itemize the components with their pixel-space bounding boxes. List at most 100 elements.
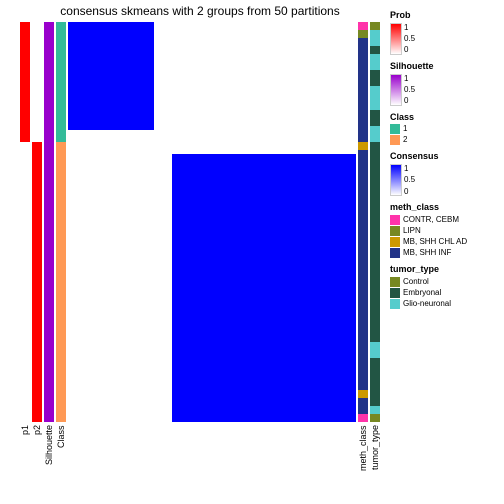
ann-segment [370,70,380,86]
ann-segment [370,126,380,142]
col-silhouette [44,22,54,422]
gradient-tick: 1 [404,164,408,174]
heatmap-block [172,154,356,422]
ann-segment [20,142,30,422]
legend-label: CONTR, CEBM [403,215,459,224]
swatch [390,124,400,134]
ann-segment [370,22,380,30]
legend-title: tumor_type [390,264,500,275]
gradient-tick: 0 [404,187,408,197]
label-tumor-type: tumor_type [370,425,380,485]
col-tumor-type [370,22,380,422]
legend-title: Prob [390,10,500,21]
label-p1: p1 [20,425,30,485]
legend-label: 1 [403,125,407,134]
legend-item: 1 [390,124,500,134]
legend-item: Embryonal [390,288,500,298]
gradient-tick: 0.5 [404,85,415,95]
gradient-tick: 0 [404,96,408,106]
legend-item: Control [390,277,500,287]
swatch [390,226,400,236]
gradient-bar [390,23,402,55]
legend-title: Consensus [390,151,500,162]
heatmap-block [68,22,154,130]
gradient-bar [390,74,402,106]
ann-segment [370,358,380,406]
ann-segment [370,110,380,126]
legend-label: LIPN [403,226,421,235]
label-silhouette: Silhouette [44,425,54,485]
swatch [390,135,400,145]
legend-label: MB, SHH INF [403,248,451,257]
heatmap [68,22,356,422]
legend-item: LIPN [390,226,500,236]
ann-segment [358,22,368,30]
ann-segment [370,30,380,46]
gradient-tick: 1 [404,74,408,84]
legend-area: Prob00.51Silhouette00.51Class12Consensus… [390,10,500,315]
legend-item: MB, SHH CHL AD [390,237,500,247]
plot-title: consensus skmeans with 2 groups from 50 … [20,4,380,18]
swatch [390,299,400,309]
gradient-bar [390,164,402,196]
legend-item: 2 [390,135,500,145]
ann-segment [358,30,368,38]
ann-segment [370,342,380,358]
ann-segment [370,142,380,342]
gradient-tick: 0 [404,45,408,55]
col-p1 [20,22,30,422]
legend-item: Glio-neuronal [390,299,500,309]
legend-title: Silhouette [390,61,500,72]
ann-segment [370,406,380,414]
gradient-tick: 0.5 [404,34,415,44]
legend-consensus: Consensus 0 0.51 [390,151,500,196]
heatmap-block [154,154,171,422]
plot-area [20,22,380,422]
col-class [56,22,66,422]
ann-segment [358,142,368,150]
ann-segment [32,142,42,422]
ann-segment [56,142,66,422]
legend-item: MB, SHH INF [390,248,500,258]
ann-segment [370,414,380,422]
legend-label: Glio-neuronal [403,299,451,308]
ann-segment [358,398,368,414]
legend-label: Control [403,277,429,286]
swatch [390,288,400,298]
swatch [390,277,400,287]
ann-segment [56,22,66,142]
legend-silhouette: Silhouette 00.51 [390,61,500,106]
legend-item: CONTR, CEBM [390,215,500,225]
legend-class: Class 1 2 [390,112,500,146]
label-meth-class: meth_class [358,425,368,485]
swatch [390,215,400,225]
ann-segment [358,150,368,390]
heatmap-block [172,22,356,130]
heatmap-block [68,154,154,422]
gradient-tick: 1 [404,23,408,33]
ann-segment [370,54,380,70]
legend-tumor_type: tumor_type Control Embryonal Glio-neuronal [390,264,500,309]
ann-segment [370,86,380,110]
ann-segment [370,46,380,54]
legend-label: 2 [403,136,407,145]
col-p2 [32,22,42,422]
ann-segment [20,22,30,142]
legend-title: meth_class [390,202,500,213]
swatch [390,237,400,247]
col-meth-class [358,22,368,422]
label-p2: p2 [32,425,42,485]
swatch [390,248,400,258]
legend-title: Class [390,112,500,123]
legend-meth_class: meth_class CONTR, CEBM LIPN MB, SHH CHL ADM… [390,202,500,258]
heatmap-block [154,22,171,130]
gradient-tick: 0.5 [404,175,415,185]
ann-segment [44,22,54,422]
ann-segment [358,414,368,422]
ann-segment [32,22,42,142]
label-class: Class [56,425,66,485]
ann-segment [358,38,368,142]
ann-segment [358,390,368,398]
legend-label: Embryonal [403,288,441,297]
column-labels: p1 p2 Silhouette Class meth_class tumor_… [20,425,380,485]
